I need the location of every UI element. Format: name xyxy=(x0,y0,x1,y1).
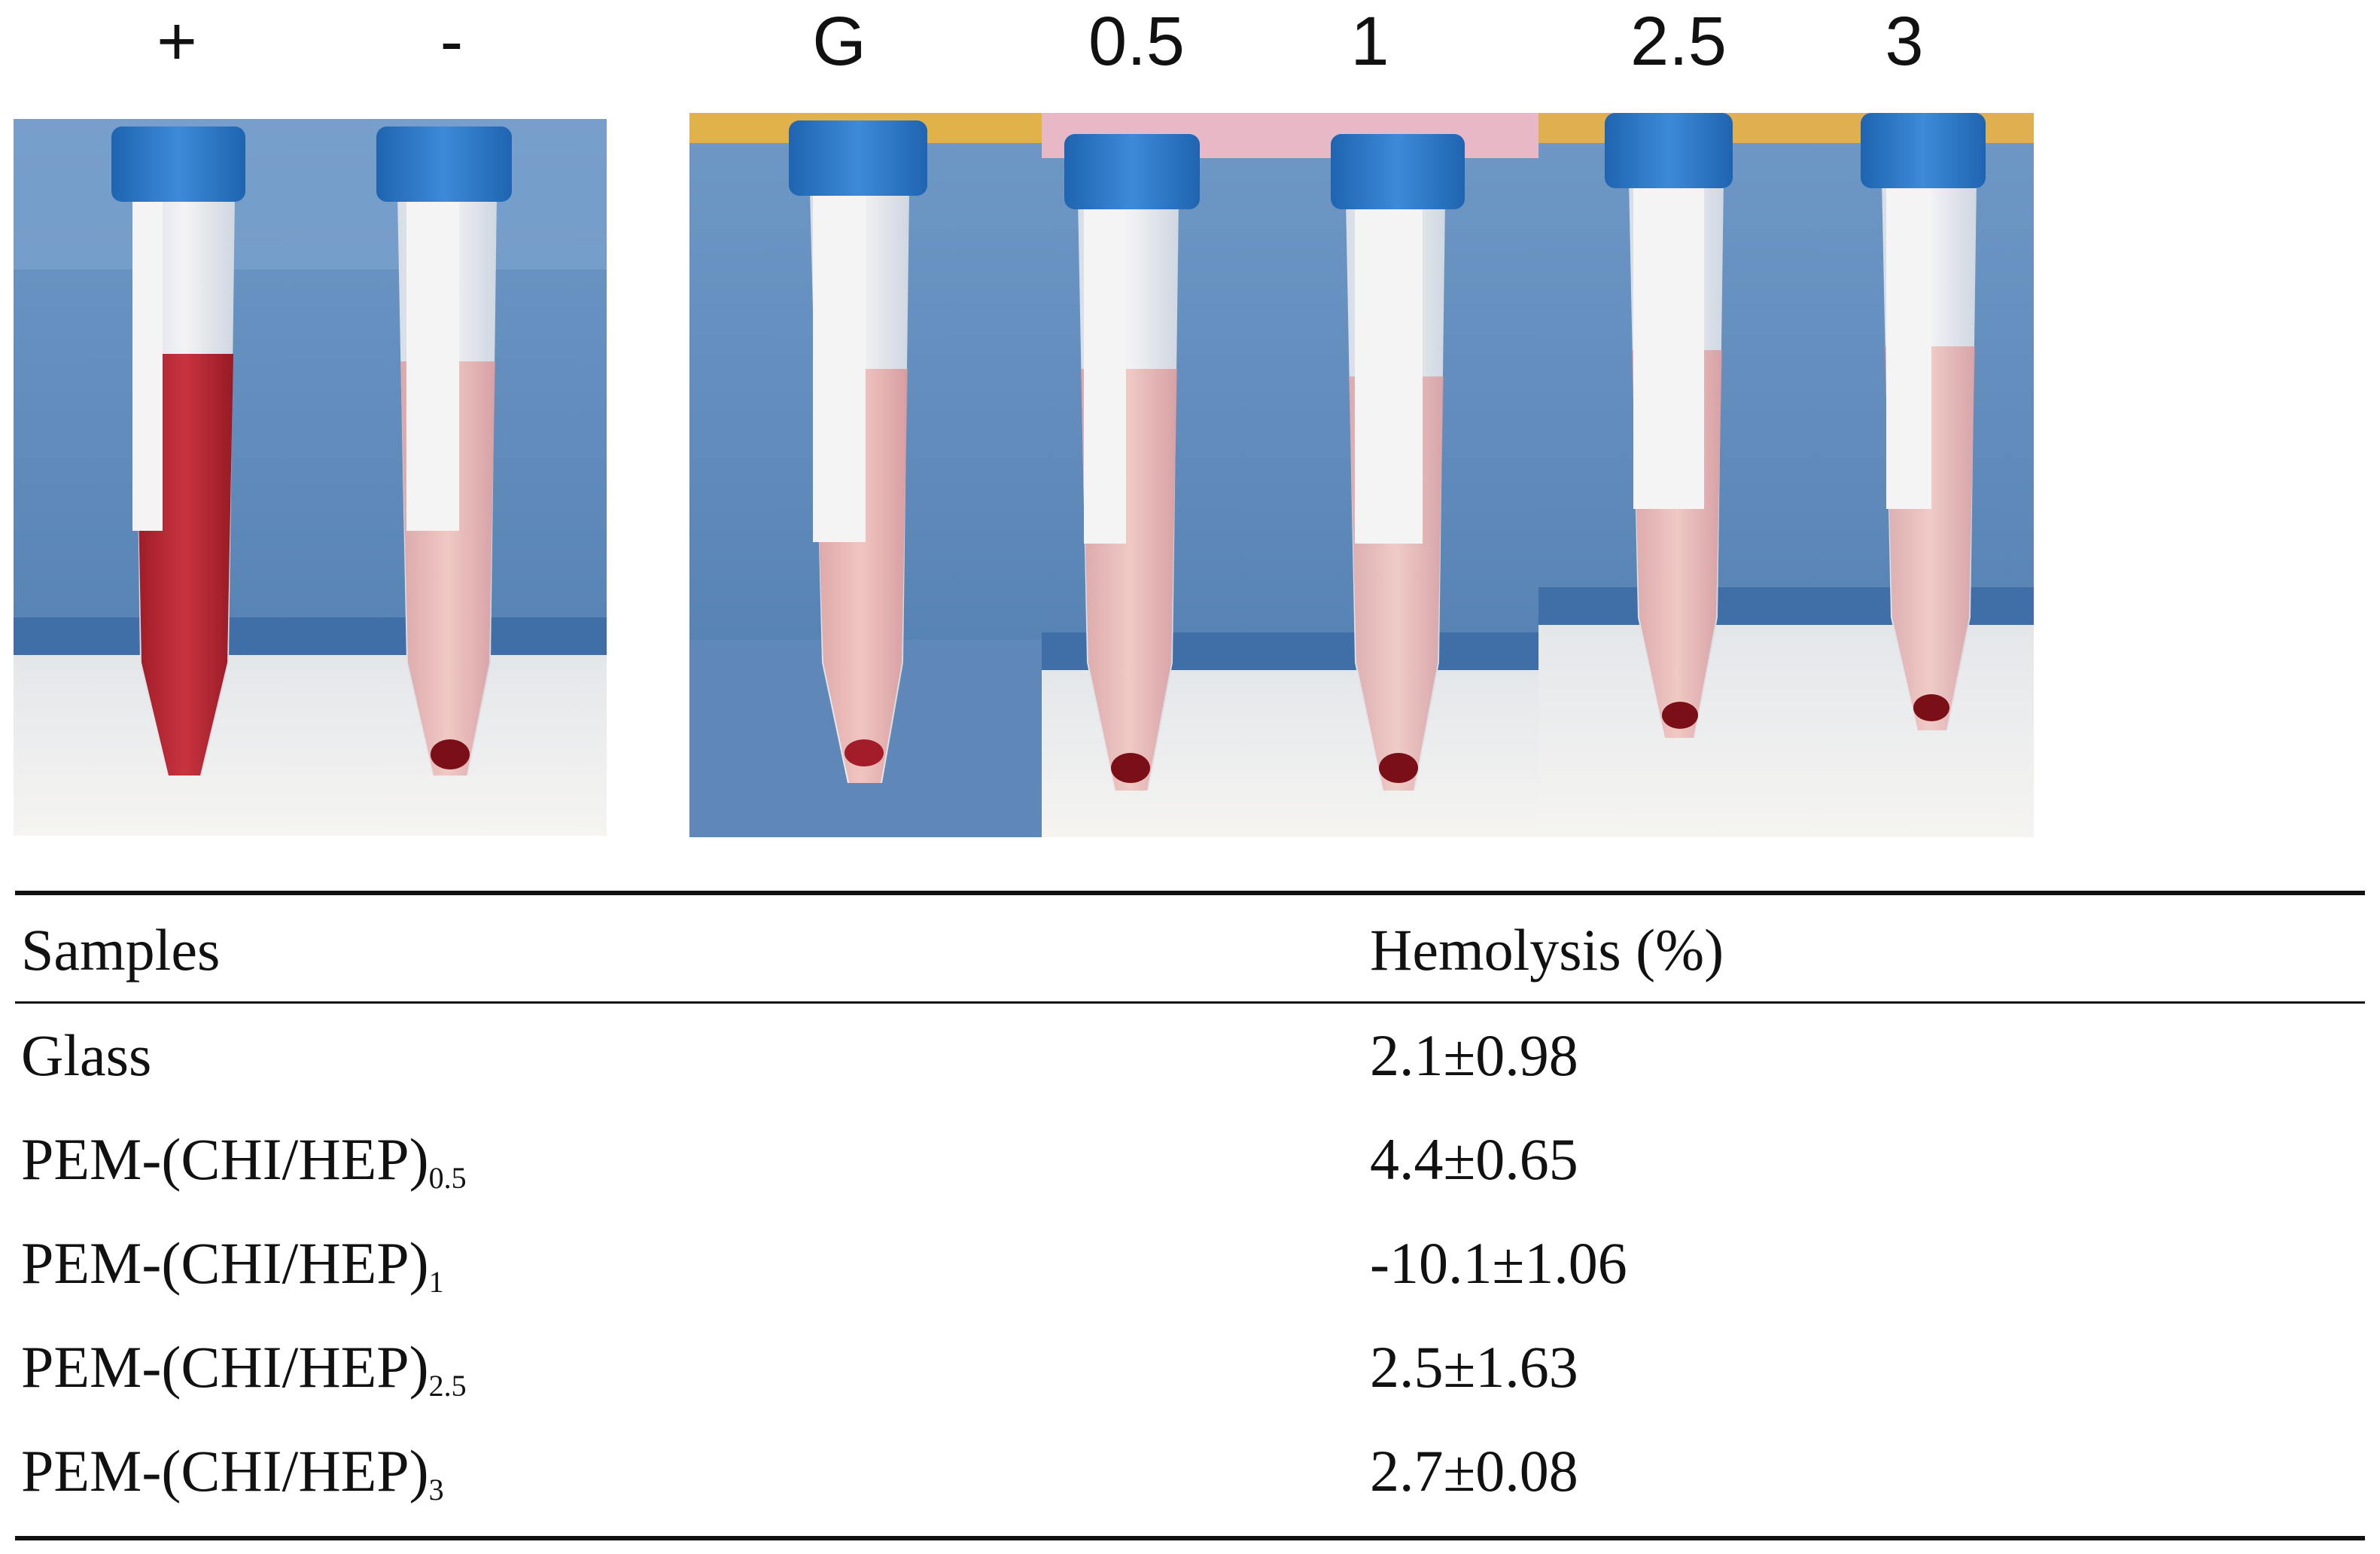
label-1: 1 xyxy=(1350,3,1389,80)
tube-2-5 xyxy=(1605,113,1733,738)
header-hemolysis: Hemolysis (%) xyxy=(1370,917,1724,983)
table-row-value: -10.1±1.06 xyxy=(1370,1230,1627,1296)
photo-panel-controls xyxy=(14,119,607,836)
table-top-rule xyxy=(15,891,2365,895)
table-row-value: 2.1±0.98 xyxy=(1370,1022,1578,1088)
tube-positive-control xyxy=(111,126,245,775)
label-glass: G xyxy=(812,3,866,80)
table-row-name: PEM-(CHI/HEP)3 xyxy=(21,1434,444,1509)
tube-0-5 xyxy=(1064,134,1200,791)
hemolysis-tube-photos xyxy=(14,113,2034,837)
tube-negative-control xyxy=(376,126,512,775)
table-row-value: 2.5±1.63 xyxy=(1370,1334,1578,1400)
label-negative-control: - xyxy=(440,3,464,80)
label-positive-control: + xyxy=(157,3,197,80)
header-samples: Samples xyxy=(21,917,221,983)
layer-subscript: 0.5 xyxy=(428,1161,467,1195)
label-0-5: 0.5 xyxy=(1088,3,1185,80)
table-row-name: Glass xyxy=(21,1018,151,1093)
table-row-name: PEM-(CHI/HEP)2.5 xyxy=(21,1330,467,1405)
tube-1 xyxy=(1331,134,1465,791)
sample-name: PEM-(CHI/HEP) xyxy=(21,1126,429,1192)
tube-glass xyxy=(789,120,927,783)
label-2-5: 2.5 xyxy=(1630,3,1727,80)
layer-subscript: 3 xyxy=(428,1473,444,1507)
table-row-name: PEM-(CHI/HEP)0.5 xyxy=(21,1122,467,1197)
table-bottom-rule xyxy=(15,1536,2365,1540)
tube-3 xyxy=(1861,113,1986,730)
table-header-rule xyxy=(15,1001,2365,1004)
layer-subscript: 2.5 xyxy=(428,1369,467,1403)
label-3: 3 xyxy=(1885,3,1924,80)
sample-name: PEM-(CHI/HEP) xyxy=(21,1334,429,1400)
table-row-value: 2.7±0.08 xyxy=(1370,1438,1578,1504)
table-row-value: 4.4±0.65 xyxy=(1370,1126,1578,1192)
sample-name: PEM-(CHI/HEP) xyxy=(21,1230,429,1296)
layer-subscript: 1 xyxy=(428,1265,444,1299)
sample-name: Glass xyxy=(21,1022,152,1088)
table-row-name: PEM-(CHI/HEP)1 xyxy=(21,1226,444,1301)
sample-name: PEM-(CHI/HEP) xyxy=(21,1438,429,1504)
